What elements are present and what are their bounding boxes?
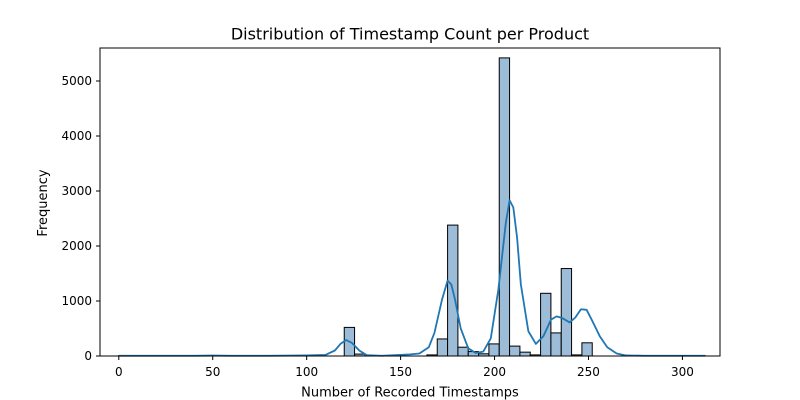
y-tick-label-4000: 4000 xyxy=(61,129,92,143)
y-tick-label-3000: 3000 xyxy=(61,184,92,198)
histogram-bar-15 xyxy=(550,332,562,357)
histogram-bar-6 xyxy=(457,346,469,357)
histogram-bar-12 xyxy=(519,351,531,357)
chart-title: Distribution of Timestamp Count per Prod… xyxy=(231,25,589,44)
plot-frame xyxy=(99,47,721,357)
x-tick-label-50: 50 xyxy=(205,365,220,379)
histogram-bar-16 xyxy=(560,268,573,357)
y-tick-label-5000: 5000 xyxy=(61,74,92,88)
y-tick-label-2000: 2000 xyxy=(61,239,92,253)
histogram-bar-9 xyxy=(488,343,500,357)
y-tick-label-0: 0 xyxy=(84,349,92,363)
x-tick-label-200: 200 xyxy=(483,365,506,379)
histogram-bar-11 xyxy=(509,345,521,357)
x-tick-label-150: 150 xyxy=(389,365,412,379)
y-tick-label-1000: 1000 xyxy=(61,294,92,308)
y-axis-label: Frequency xyxy=(36,169,51,236)
histogram-bar-4 xyxy=(436,338,449,357)
x-tick-label-300: 300 xyxy=(671,365,694,379)
x-axis-label: Number of Recorded Timestamps xyxy=(301,386,519,400)
histogram-bar-18 xyxy=(581,342,593,357)
x-tick-label-100: 100 xyxy=(295,365,318,379)
x-tick-label-0: 0 xyxy=(115,365,123,379)
kde-line xyxy=(117,199,706,357)
x-tick-label-250: 250 xyxy=(577,365,600,379)
